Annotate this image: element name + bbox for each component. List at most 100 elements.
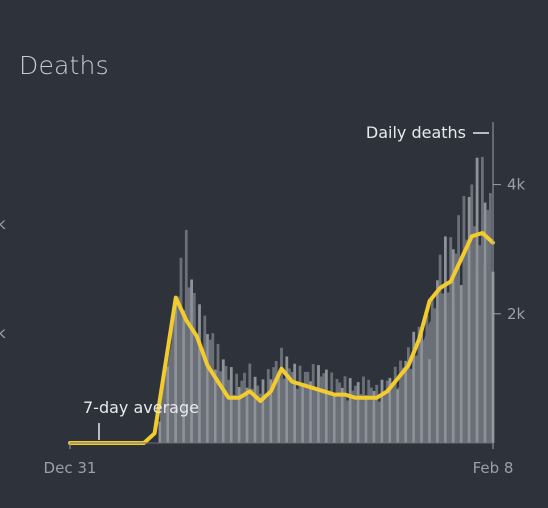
daily-deaths-bar bbox=[264, 397, 267, 443]
daily-deaths-bar bbox=[481, 156, 484, 443]
daily-deaths-bar bbox=[340, 387, 344, 443]
daily-deaths-bar bbox=[303, 371, 307, 443]
x-ticks: Dec 31 Feb 8 bbox=[44, 443, 514, 477]
daily-deaths-bar bbox=[459, 285, 463, 443]
daily-deaths-bar bbox=[438, 254, 442, 443]
daily-deaths-bar bbox=[195, 333, 199, 443]
daily-deaths-bar bbox=[489, 193, 492, 443]
daily-deaths-bar bbox=[383, 392, 386, 443]
y-tick-label: 4k bbox=[507, 176, 526, 194]
daily-deaths-bar bbox=[375, 384, 379, 443]
daily-deaths-bar bbox=[385, 380, 389, 443]
daily-deaths-bar bbox=[163, 408, 167, 443]
daily-deaths-bars bbox=[158, 156, 495, 443]
left-edge-label-lower: k bbox=[0, 324, 6, 342]
daily-deaths-bar bbox=[166, 366, 170, 443]
daily-deaths-bar bbox=[478, 245, 482, 443]
daily-deaths-bar bbox=[454, 253, 458, 443]
daily-deaths-bar bbox=[198, 304, 201, 443]
daily-deaths-bar bbox=[462, 196, 466, 443]
daily-deaths-bar bbox=[311, 364, 315, 443]
daily-deaths-bar bbox=[404, 360, 408, 443]
daily-deaths-bar bbox=[367, 379, 371, 443]
daily-deaths-bar bbox=[298, 365, 302, 443]
daily-deaths-bar bbox=[470, 184, 474, 443]
daily-deaths-bar bbox=[338, 382, 342, 443]
daily-deaths-bar bbox=[356, 382, 360, 443]
daily-deaths-bar bbox=[380, 379, 384, 443]
daily-deaths-bar bbox=[428, 359, 431, 443]
daily-deaths-bar bbox=[187, 287, 191, 443]
daily-deaths-bar bbox=[372, 391, 376, 443]
daily-deaths-bar bbox=[200, 350, 204, 443]
daily-deaths-bar bbox=[346, 400, 349, 443]
daily-deaths-bar bbox=[184, 229, 188, 443]
daily-deaths-bar bbox=[467, 197, 471, 443]
daily-deaths-bar bbox=[280, 347, 283, 443]
daily-deaths-bar bbox=[330, 372, 334, 443]
daily-deaths-bar bbox=[229, 367, 233, 443]
daily-deaths-bar bbox=[224, 366, 228, 443]
daily-deaths-bar bbox=[401, 367, 405, 443]
daily-deaths-bar bbox=[269, 379, 273, 443]
daily-deaths-bar bbox=[348, 378, 352, 443]
daily-deaths-bar bbox=[399, 360, 402, 443]
daily-deaths-bar bbox=[412, 331, 416, 443]
seven-day-average-annotation: 7-day average bbox=[83, 398, 199, 417]
daily-deaths-bar bbox=[277, 374, 281, 443]
daily-deaths-bar bbox=[288, 368, 291, 443]
daily-deaths-bar bbox=[251, 388, 254, 443]
daily-deaths-bar bbox=[192, 293, 196, 443]
daily-deaths-bar bbox=[333, 393, 336, 443]
daily-deaths-bar bbox=[309, 381, 312, 443]
daily-deaths-bar bbox=[430, 296, 434, 443]
daily-deaths-bar bbox=[177, 296, 180, 443]
daily-deaths-bar bbox=[261, 379, 265, 443]
daily-deaths-bar bbox=[174, 299, 178, 443]
daily-deaths-bar bbox=[296, 388, 299, 443]
daily-deaths-bar bbox=[364, 395, 368, 443]
daily-deaths-bar bbox=[179, 257, 183, 443]
chart-title: Deaths bbox=[19, 51, 109, 80]
daily-deaths-bar bbox=[351, 390, 355, 443]
daily-deaths-bar bbox=[208, 339, 212, 443]
daily-deaths-bar bbox=[465, 239, 468, 443]
daily-deaths-bar bbox=[221, 359, 225, 443]
daily-deaths-bar bbox=[235, 373, 238, 443]
daily-deaths-bar bbox=[388, 377, 392, 443]
daily-deaths-bar bbox=[306, 371, 310, 443]
daily-deaths-bar bbox=[414, 355, 418, 443]
daily-deaths-bar bbox=[253, 376, 257, 443]
daily-deaths-bar bbox=[182, 310, 186, 443]
daily-deaths-bar bbox=[203, 315, 207, 443]
daily-deaths-bar bbox=[314, 390, 318, 443]
left-edge-label-upper: k bbox=[0, 215, 6, 233]
daily-deaths-bar bbox=[169, 367, 172, 443]
daily-deaths-bar bbox=[354, 385, 357, 443]
daily-deaths-bar bbox=[301, 384, 305, 443]
x-tick-label: Feb 8 bbox=[473, 459, 514, 477]
daily-deaths-bar bbox=[211, 333, 215, 443]
x-tick-label: Dec 31 bbox=[44, 459, 97, 477]
daily-deaths-bar bbox=[285, 356, 289, 443]
daily-deaths-bar bbox=[483, 202, 487, 443]
daily-deaths-bar bbox=[216, 343, 220, 443]
daily-deaths-bar bbox=[327, 390, 331, 443]
daily-deaths-bar bbox=[444, 236, 447, 443]
daily-deaths-bar bbox=[272, 367, 275, 443]
daily-deaths-bar bbox=[407, 347, 410, 443]
daily-deaths-bar bbox=[237, 387, 241, 443]
daily-deaths-bar bbox=[417, 326, 421, 443]
daily-deaths-bar bbox=[391, 385, 394, 443]
daily-deaths-bar bbox=[451, 249, 455, 443]
daily-deaths-bar bbox=[248, 363, 252, 443]
daily-deaths-bar bbox=[325, 369, 328, 443]
daily-deaths-bar bbox=[232, 395, 236, 443]
daily-deaths-bar bbox=[343, 376, 347, 443]
daily-deaths-bar bbox=[171, 314, 175, 443]
y-tick-label: 2k bbox=[507, 305, 526, 323]
annotations: Daily deaths 7-day average bbox=[83, 123, 489, 440]
daily-deaths-bar bbox=[158, 421, 162, 443]
daily-deaths-bar bbox=[317, 365, 320, 443]
